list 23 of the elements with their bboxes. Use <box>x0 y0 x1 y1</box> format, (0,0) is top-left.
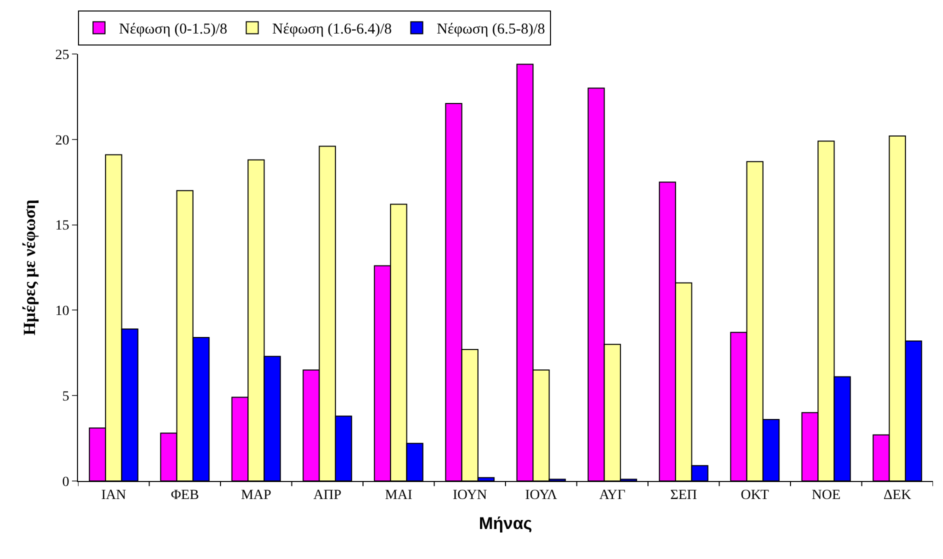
legend-label: Νέφωση (1.6-6.4)/8 <box>272 22 392 38</box>
y-axis-title: Ημέρες με νέφωση <box>20 200 39 336</box>
legend-label: Νέφωση (0-1.5)/8 <box>119 22 228 38</box>
x-tick-label: ΔΕΚ <box>884 488 912 503</box>
x-tick-label: ΦΕΒ <box>170 488 199 503</box>
y-tick-label: 5 <box>62 390 70 404</box>
x-tick-label: ΑΠΡ <box>313 488 342 503</box>
y-tick-label: 0 <box>62 474 70 490</box>
y-tick-label: 20 <box>55 133 70 148</box>
x-tick-label: ΙΟΥΛ <box>525 488 558 503</box>
x-axis-title: Μήνας <box>478 514 532 534</box>
x-tick-label: ΙΟΥΝ <box>452 488 488 503</box>
y-tick-label: 10 <box>55 304 70 320</box>
legend-label: Νέφωση (6.5-8)/8 <box>436 22 545 38</box>
y-tick-label: 15 <box>55 218 70 234</box>
x-tick-label: ΙΑΝ <box>101 488 126 503</box>
x-tick-label: ΣΕΠ <box>670 488 698 503</box>
x-tick-label: ΑΥΓ <box>599 488 626 503</box>
x-tick-label: ΝΟΕ <box>812 488 841 503</box>
x-tick-label: ΜΑΙ <box>385 488 413 503</box>
x-tick-label: ΟΚΤ <box>740 488 770 503</box>
x-tick-label: ΜΑΡ <box>240 488 272 503</box>
y-tick-label: 25 <box>55 48 70 63</box>
